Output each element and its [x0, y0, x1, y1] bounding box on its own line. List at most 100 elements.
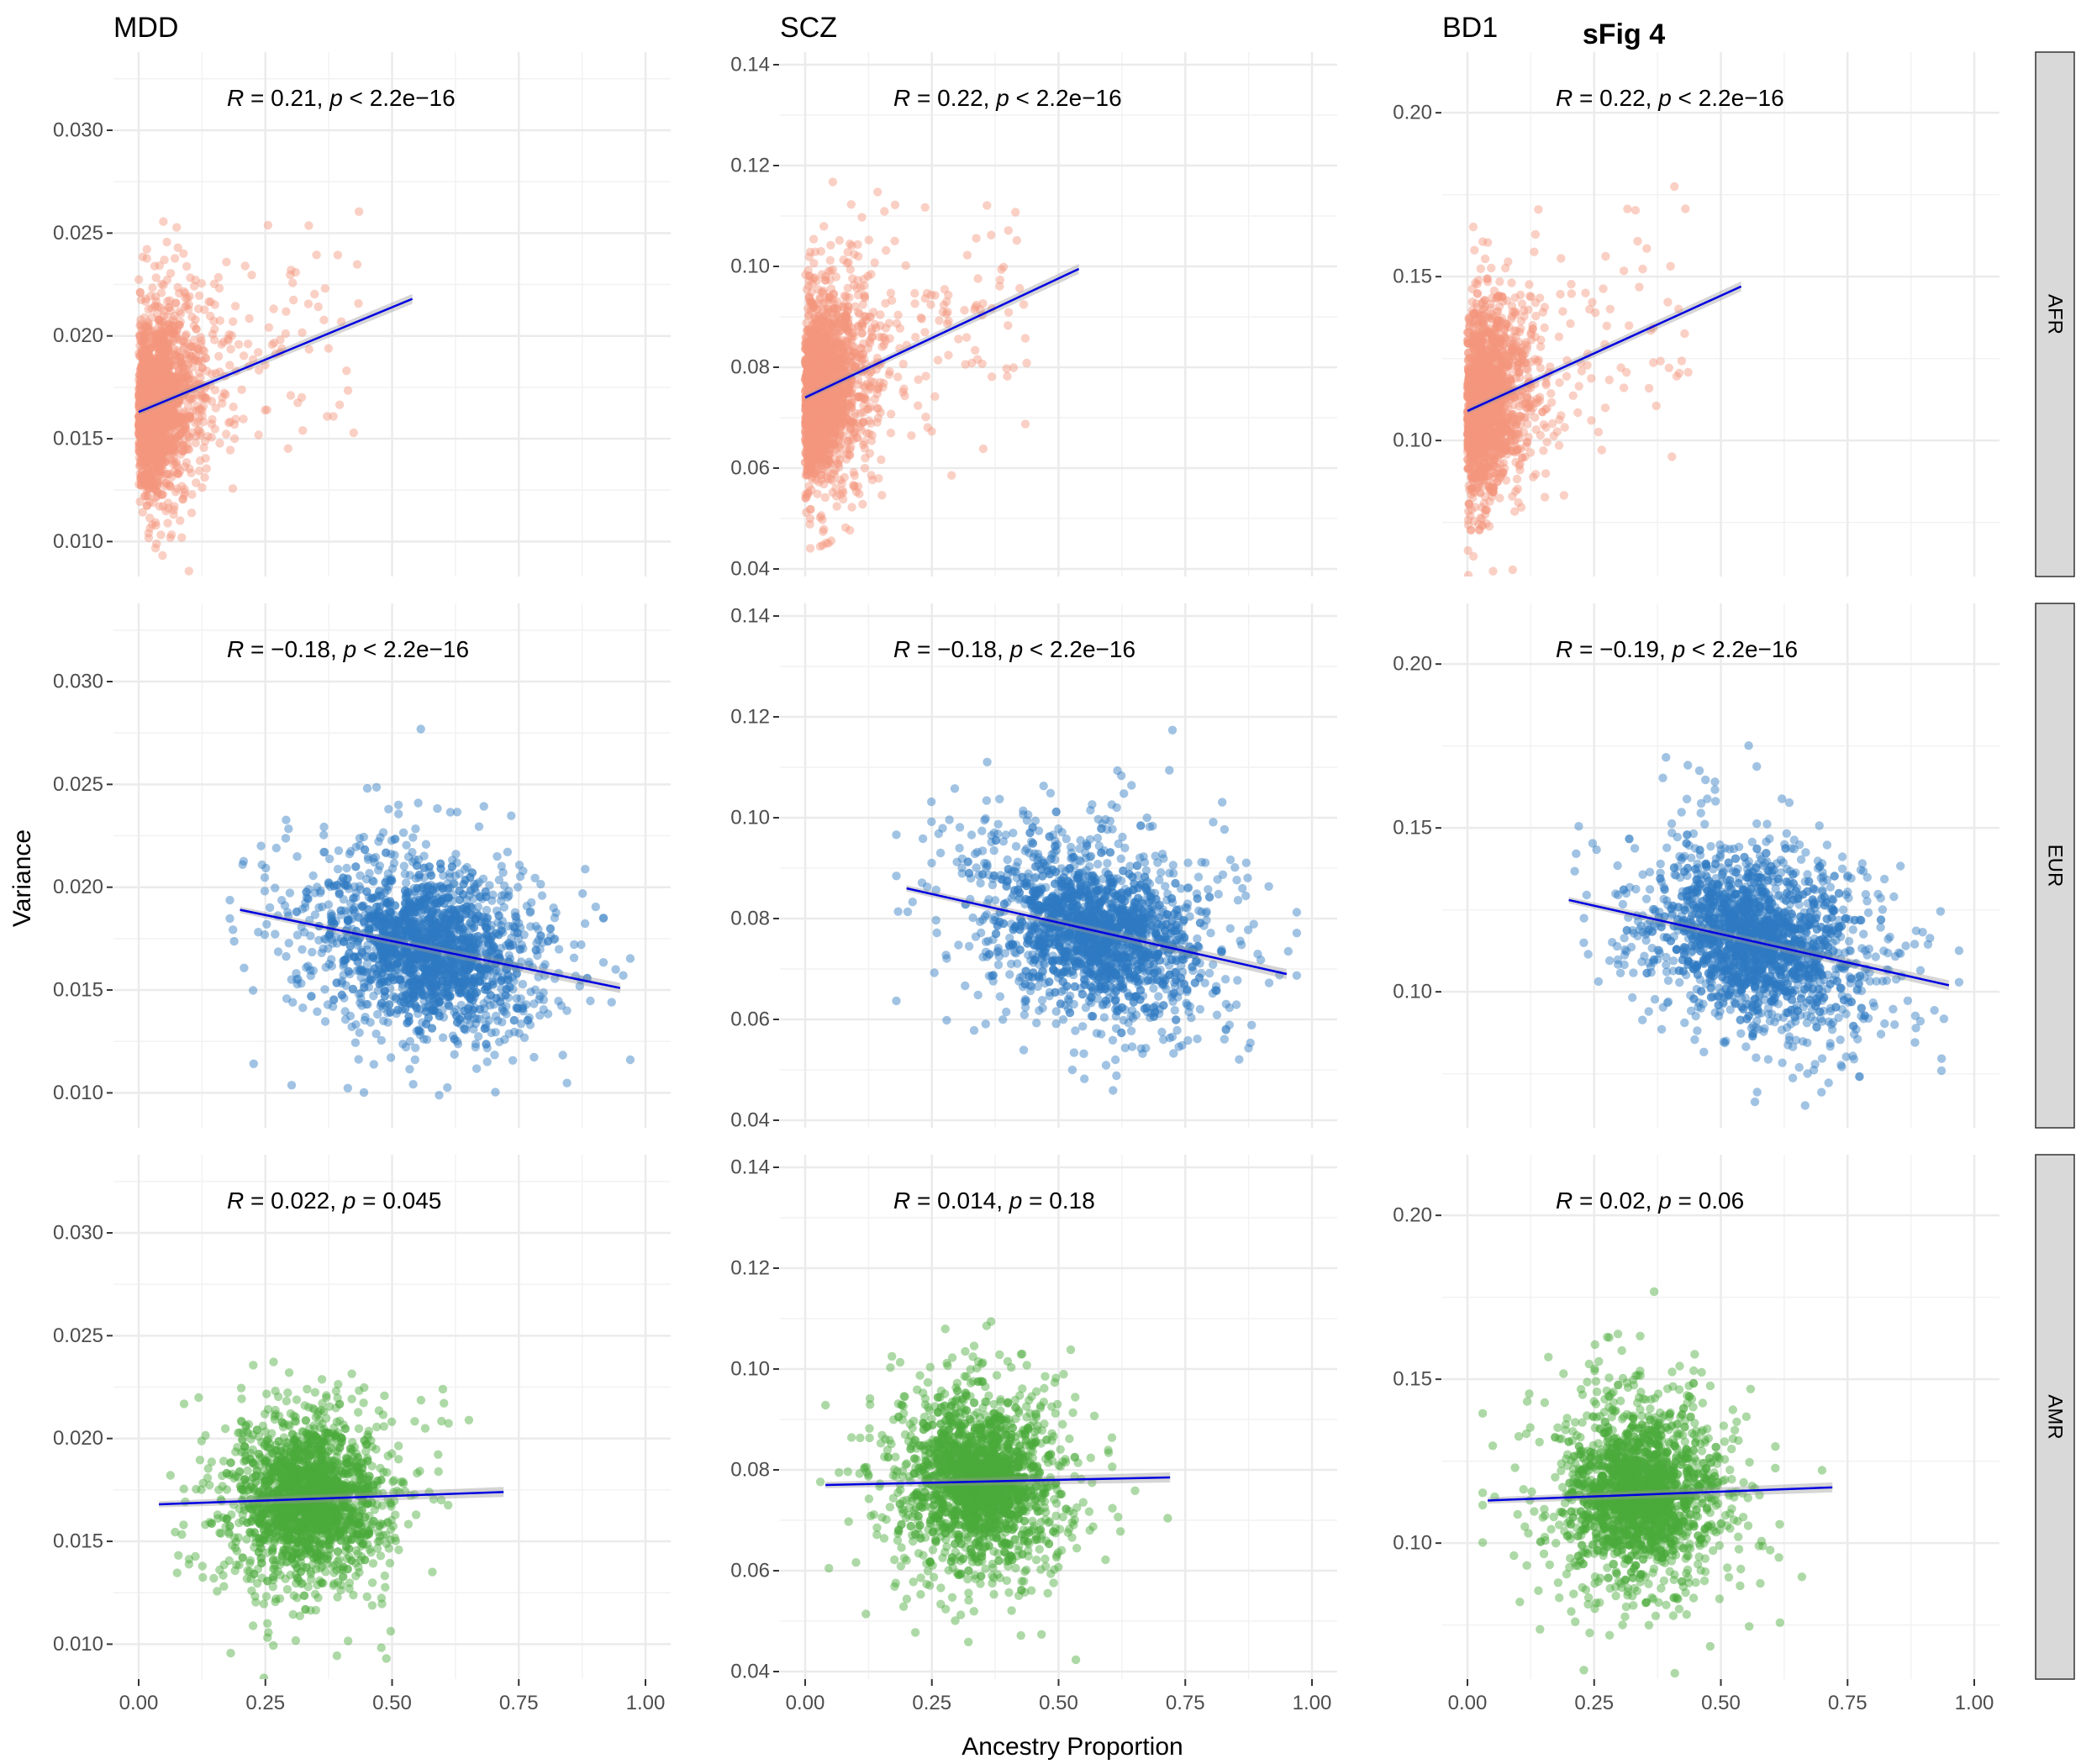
data-point — [1519, 306, 1529, 315]
data-point — [848, 274, 857, 283]
data-point — [920, 293, 930, 303]
data-point — [1536, 342, 1546, 351]
data-point — [162, 470, 171, 479]
data-point — [151, 407, 161, 416]
data-point — [1507, 312, 1517, 321]
data-point — [226, 345, 235, 354]
data-point — [1467, 369, 1476, 379]
data-point — [1515, 290, 1525, 300]
data-point — [851, 302, 860, 311]
data-point — [865, 382, 875, 391]
data-point — [267, 340, 277, 350]
data-point — [351, 842, 361, 851]
data-point — [625, 954, 635, 963]
data-point — [830, 466, 840, 475]
data-point — [850, 250, 859, 259]
data-point — [890, 200, 900, 209]
data-point — [179, 337, 189, 346]
data-point — [819, 363, 829, 372]
data-point — [345, 1011, 356, 1021]
data-point — [865, 335, 875, 345]
y-tick-label: 0.010 — [53, 530, 103, 553]
data-point — [1497, 449, 1506, 459]
data-point — [1681, 204, 1690, 213]
data-point — [813, 489, 822, 498]
data-point — [1488, 566, 1498, 576]
data-point — [1468, 551, 1478, 561]
data-point — [1495, 493, 1504, 503]
data-point — [998, 262, 1009, 271]
data-point — [176, 359, 186, 368]
data-point — [1493, 350, 1503, 360]
data-point — [163, 498, 173, 508]
data-point — [1497, 384, 1506, 393]
data-point — [1554, 440, 1564, 450]
data-point — [944, 316, 953, 326]
data-point — [152, 477, 162, 487]
data-point — [340, 1007, 350, 1016]
data-point — [805, 513, 815, 524]
data-point — [218, 398, 227, 408]
data-point — [1466, 379, 1475, 388]
data-point — [840, 523, 851, 532]
data-point — [867, 383, 876, 392]
data-point — [1663, 298, 1673, 307]
data-point — [300, 928, 309, 937]
data-point — [1530, 247, 1539, 256]
data-point — [201, 454, 210, 463]
data-point — [157, 490, 166, 499]
data-point — [1516, 324, 1525, 334]
data-point — [228, 484, 238, 493]
data-point — [860, 312, 869, 321]
data-point — [196, 431, 205, 440]
data-point — [225, 417, 235, 427]
data-point — [826, 284, 836, 293]
data-point — [1511, 310, 1520, 319]
data-point — [1557, 254, 1566, 263]
data-point — [172, 484, 182, 493]
data-point — [1473, 279, 1482, 289]
data-point — [195, 466, 204, 476]
data-point — [809, 259, 819, 268]
data-point — [140, 344, 149, 354]
data-point — [193, 356, 203, 366]
data-point — [895, 344, 904, 353]
data-point — [197, 336, 206, 345]
data-point — [828, 265, 838, 274]
data-point — [850, 471, 859, 481]
data-point — [189, 282, 199, 291]
data-point — [1536, 335, 1546, 345]
data-point — [303, 299, 313, 308]
y-tick-label: 0.030 — [53, 670, 103, 692]
regression-line — [1467, 285, 1742, 413]
data-point — [1507, 352, 1517, 361]
data-point — [818, 540, 828, 550]
data-point — [210, 300, 219, 309]
data-point — [1515, 466, 1525, 475]
data-point — [145, 524, 155, 533]
data-point — [291, 267, 300, 277]
data-point — [824, 319, 835, 328]
data-point — [264, 323, 274, 332]
data-point — [881, 324, 891, 333]
data-point — [926, 300, 935, 309]
data-point — [335, 400, 345, 409]
y-tick-label: 0.04 — [730, 558, 770, 581]
data-point — [1473, 384, 1483, 393]
data-point — [1577, 366, 1587, 376]
data-point — [872, 403, 882, 413]
data-point — [169, 510, 178, 519]
data-point — [870, 258, 879, 267]
data-point — [184, 305, 193, 314]
data-point — [866, 312, 876, 322]
data-point — [1490, 324, 1500, 334]
data-point — [1534, 355, 1543, 365]
data-point — [816, 471, 826, 480]
data-point — [859, 274, 869, 284]
data-point — [826, 266, 835, 276]
data-point — [312, 250, 321, 260]
data-point — [254, 430, 263, 440]
data-point — [1538, 408, 1547, 417]
data-point — [907, 431, 916, 440]
data-point — [865, 339, 875, 348]
